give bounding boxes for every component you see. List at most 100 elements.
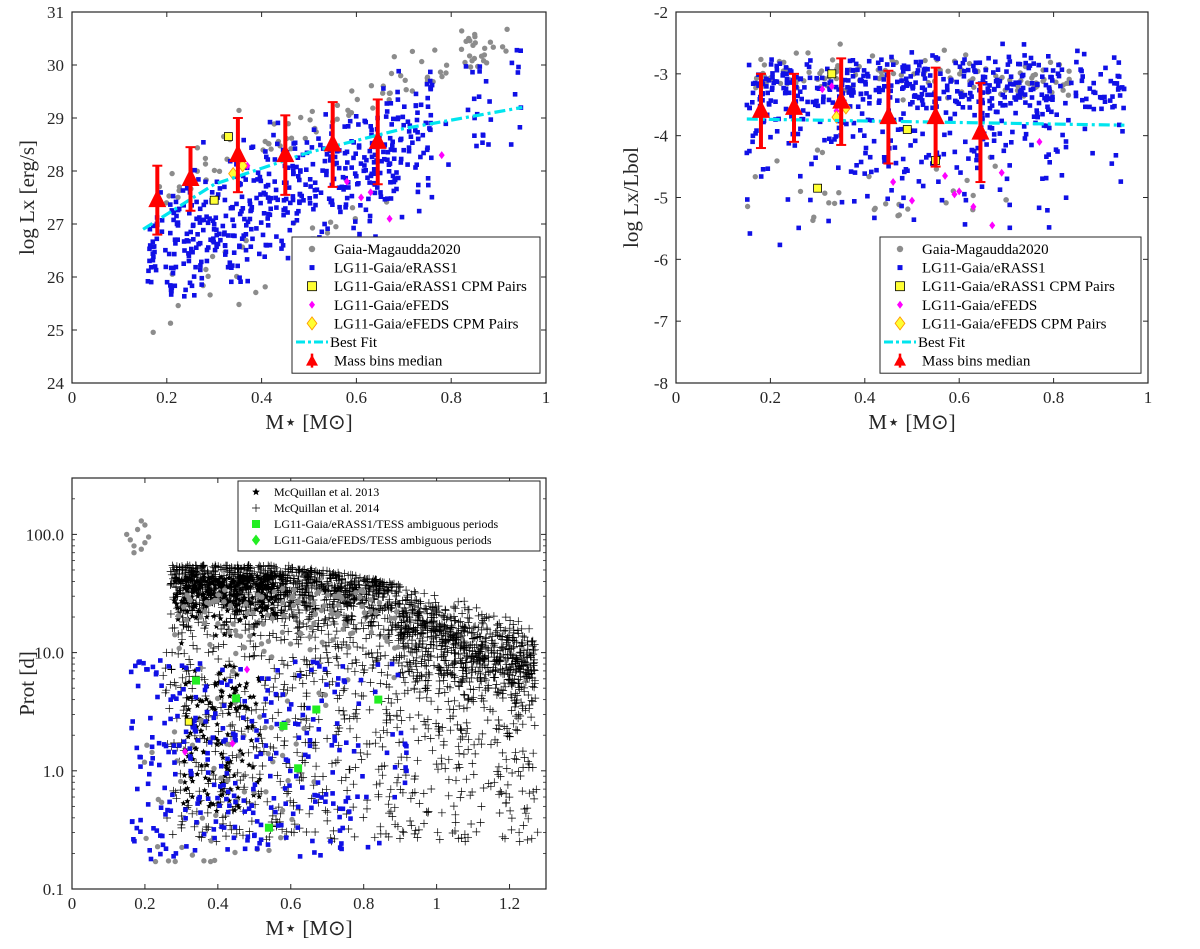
erass1-point bbox=[483, 79, 489, 84]
mcquillan2014-cross bbox=[459, 643, 468, 652]
mcquillan2014-cross bbox=[451, 827, 459, 835]
mcquillan2014-cross bbox=[176, 769, 185, 778]
magaudda-point bbox=[268, 146, 274, 152]
mcquillan2014-cross bbox=[449, 802, 458, 811]
erass1-point bbox=[147, 771, 152, 777]
mcquillan2014-cross bbox=[509, 678, 518, 687]
erass1-point bbox=[1119, 85, 1125, 90]
mcquillan2014-cross bbox=[320, 616, 329, 624]
erass1-point bbox=[227, 803, 232, 808]
erass1-point bbox=[344, 740, 349, 745]
mcquillan2014-cross bbox=[463, 613, 472, 622]
mcquillan2014-cross bbox=[422, 693, 431, 702]
magaudda-point bbox=[818, 68, 825, 74]
mcquillan2014-cross bbox=[525, 760, 534, 768]
erass1-point bbox=[480, 133, 486, 138]
erass1-point bbox=[390, 732, 395, 737]
magaudda-point bbox=[315, 589, 322, 595]
erass1-point bbox=[258, 178, 264, 184]
magaudda-point bbox=[202, 609, 208, 615]
mcquillan2014-cross bbox=[323, 654, 332, 662]
mcquillan2014-cross bbox=[232, 829, 241, 838]
erass1-point bbox=[398, 137, 403, 143]
erass1-point bbox=[145, 781, 151, 787]
erass1-point bbox=[381, 86, 386, 91]
mcquillan2014-cross bbox=[432, 623, 441, 632]
mcquillan2014-cross bbox=[329, 569, 338, 577]
mcquillan2014-cross bbox=[351, 709, 360, 718]
mcquillan2014-cross bbox=[319, 571, 328, 580]
mcquillan2014-cross bbox=[470, 653, 478, 662]
erass1-point bbox=[307, 743, 313, 749]
erass1-point bbox=[312, 850, 317, 855]
erass1-point bbox=[1098, 72, 1103, 77]
mcquillan2013-star bbox=[219, 754, 226, 761]
mcquillan2014-cross bbox=[203, 568, 212, 577]
erass1-point bbox=[967, 105, 973, 110]
erass1-point bbox=[211, 827, 217, 832]
mcquillan2013-star bbox=[200, 591, 207, 598]
mcquillan2014-cross bbox=[365, 705, 374, 714]
mcquillan2014-cross bbox=[276, 777, 285, 786]
erass1-point bbox=[166, 749, 171, 755]
mcquillan2014-cross bbox=[436, 627, 444, 635]
mcquillan2014-cross bbox=[273, 771, 282, 780]
erass1-point bbox=[296, 208, 301, 214]
mcquillan2013-star bbox=[191, 667, 198, 674]
mcquillan2014-cross bbox=[489, 641, 498, 650]
mcquillan2014-cross bbox=[426, 602, 435, 611]
erass1-point bbox=[1029, 142, 1034, 148]
magaudda-point bbox=[154, 844, 161, 850]
mcquillan2014-cross bbox=[411, 826, 420, 835]
erass1-point bbox=[821, 94, 826, 99]
mcquillan2014-cross bbox=[474, 623, 483, 632]
erass1-point bbox=[369, 127, 374, 133]
mcquillan2014-cross bbox=[302, 671, 311, 680]
erass1-point bbox=[335, 682, 340, 687]
erass1-point bbox=[290, 197, 296, 203]
magaudda-point bbox=[227, 603, 234, 609]
mcquillan2014-cross bbox=[515, 828, 524, 837]
erass1-point bbox=[254, 846, 260, 851]
mcquillan2014-cross bbox=[170, 678, 179, 687]
erass1-point bbox=[850, 134, 856, 139]
mcquillan2014-cross bbox=[520, 805, 529, 813]
erass1-point bbox=[229, 279, 234, 285]
erass1-point bbox=[901, 111, 906, 116]
mcquillan2013-star bbox=[204, 587, 211, 594]
magaudda-point bbox=[288, 135, 295, 141]
magaudda-point bbox=[342, 621, 348, 628]
magaudda-point bbox=[504, 26, 510, 32]
erass1-point bbox=[939, 197, 945, 203]
cpm-pair-marker bbox=[902, 125, 912, 134]
magaudda-point bbox=[266, 847, 272, 854]
magaudda-point bbox=[293, 741, 299, 747]
mcquillan2014-cross bbox=[424, 724, 433, 733]
erass1-point bbox=[163, 264, 169, 270]
mcquillan2013-star bbox=[218, 693, 225, 700]
erass1-point bbox=[860, 97, 866, 102]
mcquillan2014-cross bbox=[477, 740, 486, 749]
erass1-point bbox=[1063, 100, 1068, 106]
mcquillan2014-cross bbox=[430, 661, 438, 670]
erass1-point bbox=[279, 822, 284, 828]
magaudda-point bbox=[487, 39, 494, 45]
erass1-point bbox=[218, 237, 223, 243]
mcquillan2014-cross bbox=[302, 828, 311, 836]
mcquillan2013-star bbox=[206, 776, 213, 783]
mcquillan2014-cross bbox=[523, 640, 532, 649]
erass1-point bbox=[476, 94, 482, 99]
magaudda-point bbox=[409, 88, 415, 94]
erass1-point bbox=[982, 74, 988, 80]
erass1-point bbox=[814, 75, 819, 81]
mcquillan2014-cross bbox=[519, 652, 528, 661]
mcquillan2014-cross bbox=[473, 674, 482, 683]
erass1-point bbox=[404, 768, 409, 774]
mcquillan2014-cross bbox=[185, 561, 194, 570]
erass1-point bbox=[836, 165, 841, 170]
mcquillan2014-cross bbox=[458, 675, 467, 684]
mcquillan2014-cross bbox=[320, 596, 329, 605]
mcquillan2014-cross bbox=[514, 710, 523, 719]
erass1-point bbox=[845, 85, 850, 90]
erass1-point bbox=[858, 91, 864, 97]
